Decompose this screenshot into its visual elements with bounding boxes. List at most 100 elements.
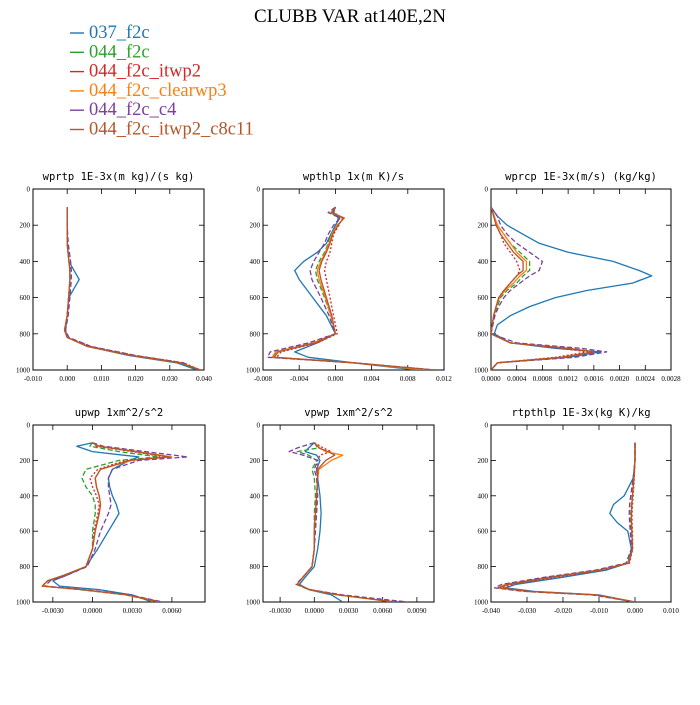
x-tick-label: 0.0030 xyxy=(123,607,143,615)
y-tick-label: 1000 xyxy=(474,599,489,607)
x-tick-label: 0.000 xyxy=(59,375,75,383)
panel-title: rtpthlp 1E-3x(kg K)/kg xyxy=(511,407,650,419)
panel-title: upwp 1xm^2/s^2 xyxy=(75,407,164,419)
series-line-2 xyxy=(497,442,636,602)
series-line-6 xyxy=(497,442,636,602)
y-tick-label: 0 xyxy=(485,422,489,430)
x-tick-label: 0.010 xyxy=(94,375,110,383)
y-tick-label: 200 xyxy=(20,222,31,230)
x-tick-label: 0.0030 xyxy=(339,607,359,615)
x-tick-label: 0.004 xyxy=(364,375,380,383)
x-tick-label: 0.030 xyxy=(162,375,178,383)
plot-frame xyxy=(262,188,445,371)
y-tick-label: 600 xyxy=(20,528,31,536)
series-line-2 xyxy=(41,442,160,602)
x-tick-label: 0.0000 xyxy=(83,607,103,615)
y-tick-label: 800 xyxy=(250,563,261,571)
y-tick-label: 600 xyxy=(478,528,489,536)
series-line-1 xyxy=(491,206,653,370)
x-tick-label: -0.010 xyxy=(590,607,609,615)
series-line-1 xyxy=(504,442,636,602)
y-tick-label: 800 xyxy=(20,563,31,571)
y-tick-label: 400 xyxy=(478,492,489,500)
series-line-5 xyxy=(491,206,608,370)
legend: 037_f2c044_f2c044_f2c_itwp2044_f2c_clear… xyxy=(70,23,254,140)
x-tick-label: -0.030 xyxy=(518,607,537,615)
x-tick-label: -0.004 xyxy=(290,375,309,383)
legend-label: 044_f2c_c4 xyxy=(89,100,176,120)
series-line-6 xyxy=(296,442,396,602)
x-tick-label: 0.0028 xyxy=(661,375,681,383)
y-tick-label: 600 xyxy=(20,294,31,302)
y-tick-label: 800 xyxy=(250,330,261,338)
series-line-3 xyxy=(296,442,397,602)
y-tick-label: 1000 xyxy=(246,367,261,375)
x-tick-label: 0.020 xyxy=(128,375,144,383)
y-tick-label: 200 xyxy=(250,222,261,230)
series-line-5 xyxy=(288,442,408,602)
panel-title: wprcp 1E-3x(m/s) (kg/kg) xyxy=(505,171,657,183)
x-tick-label: 0.0000 xyxy=(481,375,501,383)
panel-6: rtpthlp 1E-3x(kg K)/kg02004006008001000-… xyxy=(474,407,679,615)
series-line-5 xyxy=(64,207,198,370)
series-line-5 xyxy=(44,442,189,602)
panel-3: wprcp 1E-3x(m/s) (kg/kg) 0 200 400 600 800 100… xyxy=(474,171,681,383)
x-tick-label: 0.010 xyxy=(663,607,679,615)
x-tick-label: 0.0020 xyxy=(610,375,630,383)
x-tick-label: 0.0008 xyxy=(533,375,553,383)
x-tick-label: -0.020 xyxy=(554,607,573,615)
series-line-4 xyxy=(41,442,173,602)
series-line-6 xyxy=(273,206,435,370)
legend-label: 044_f2c xyxy=(89,42,150,62)
x-tick-label: 0.000 xyxy=(627,607,643,615)
x-tick-label: 0.0000 xyxy=(305,607,325,615)
legend-label: 044_f2c_clearwp3 xyxy=(89,81,227,101)
plot-frame xyxy=(490,424,672,603)
x-tick-label: 0.0004 xyxy=(507,375,527,383)
y-tick-label: 1000 xyxy=(246,599,261,607)
y-tick-label: 0 xyxy=(257,186,261,194)
legend-label: 037_f2c xyxy=(89,23,150,43)
x-tick-label: 0.008 xyxy=(400,375,416,383)
series-line-5 xyxy=(493,442,636,602)
y-tick-label: 1000 xyxy=(474,367,489,375)
y-tick-label: 0 xyxy=(27,186,31,194)
plot-frame xyxy=(32,188,205,371)
x-tick-label: 0.040 xyxy=(196,375,212,383)
y-tick-label: 200 xyxy=(250,457,261,465)
panel-title: wprtp 1E-3x(m kg)/(s kg) xyxy=(43,171,195,183)
legend-label: 044_f2c_itwp2 xyxy=(89,62,201,82)
plot-frame xyxy=(490,188,672,371)
x-tick-label: -0.040 xyxy=(482,607,501,615)
y-tick-label: 1000 xyxy=(16,367,31,375)
x-tick-label: 0.0060 xyxy=(162,607,182,615)
y-tick-label: 1000 xyxy=(16,599,31,607)
y-tick-label: 0 xyxy=(485,186,489,194)
series-line-6 xyxy=(491,206,595,370)
y-tick-label: 0 xyxy=(257,422,261,430)
y-tick-label: 200 xyxy=(478,457,489,465)
panel-5: vpwp 1xm^2/s^2 0 200 400 600 800 1000 -0.0030 0.… xyxy=(246,407,435,615)
panel-title: wpthlp 1x(m K)/s xyxy=(303,171,404,183)
y-tick-label: 400 xyxy=(20,258,31,266)
series-line-6 xyxy=(41,442,170,602)
y-tick-label: 600 xyxy=(250,528,261,536)
y-tick-label: 0 xyxy=(27,422,31,430)
series-line-6 xyxy=(63,207,201,370)
panels: wprtp 1E-3x(m kg)/(s kg) 0 200 400 600 800 100… xyxy=(16,171,681,615)
x-tick-label: 0.012 xyxy=(436,375,452,383)
legend-label: 044_f2c_itwp2_c8c11 xyxy=(89,120,254,140)
series-line-1 xyxy=(52,442,153,602)
x-tick-label: -0.010 xyxy=(24,375,43,383)
y-tick-label: 400 xyxy=(250,492,261,500)
series-line-2 xyxy=(295,442,395,602)
series-line-4 xyxy=(497,442,636,602)
x-tick-label: 0.0024 xyxy=(636,375,656,383)
series-line-1 xyxy=(294,206,417,370)
x-tick-label: 0.0012 xyxy=(559,375,579,383)
y-tick-label: 400 xyxy=(478,258,489,266)
series-line-5 xyxy=(266,206,435,370)
x-tick-label: -0.0030 xyxy=(269,607,291,615)
